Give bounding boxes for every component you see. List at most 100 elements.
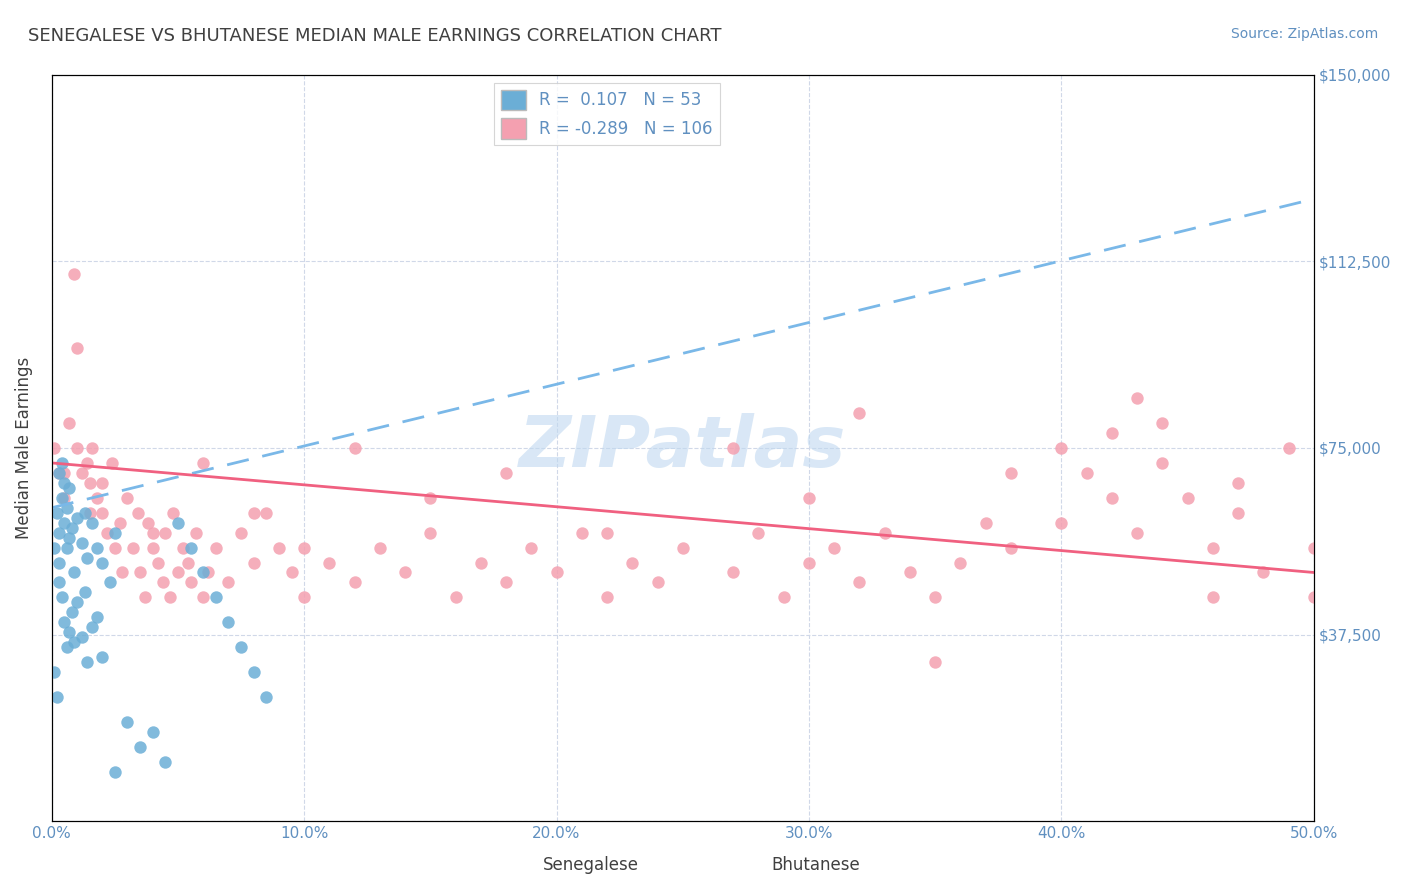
Point (79, 475, 101, 490)
Point (318, 556, 340, 570)
Point (647, 575, 669, 590)
Point (73, 506, 96, 520)
Point (104, 541, 127, 555)
Point (1227, 506, 1250, 520)
Point (672, 541, 695, 555)
Point (797, 556, 820, 570)
Point (76, 456, 98, 470)
Point (44, 541, 66, 555)
Point (924, 591, 946, 605)
Point (419, 525, 441, 540)
Point (621, 556, 644, 570)
Point (70, 630, 93, 644)
Point (48, 466, 70, 480)
Point (51, 456, 73, 470)
Point (63, 635, 86, 649)
Text: ZIPatlas: ZIPatlas (519, 414, 846, 483)
Point (184, 525, 207, 540)
Point (1101, 491, 1123, 505)
Point (53, 516, 76, 530)
Point (217, 615, 239, 630)
Point (82, 620, 104, 634)
Point (98, 575, 121, 590)
Point (60, 605, 83, 619)
Point (91, 556, 114, 570)
Point (91, 475, 114, 490)
Point (229, 525, 252, 540)
Point (242, 506, 264, 520)
Point (1050, 441, 1073, 455)
Point (58, 625, 80, 640)
Point (797, 491, 820, 505)
Point (1126, 525, 1149, 540)
Point (292, 541, 315, 555)
Point (1277, 441, 1299, 455)
Point (108, 516, 131, 530)
Point (127, 506, 149, 520)
Point (104, 764, 127, 779)
Legend: R =  0.107   N = 53, R = -0.289   N = 106: R = 0.107 N = 53, R = -0.289 N = 106 (495, 83, 720, 145)
Point (180, 575, 202, 590)
Point (242, 665, 264, 679)
Point (1227, 475, 1250, 490)
Point (596, 591, 619, 605)
Point (1126, 391, 1149, 405)
Point (48, 575, 70, 590)
Point (45, 506, 67, 520)
Point (848, 575, 870, 590)
Point (45, 690, 67, 704)
Point (53, 475, 76, 490)
Point (470, 556, 492, 570)
Point (76, 550, 98, 565)
Point (82, 516, 104, 530)
Point (155, 755, 177, 769)
Point (58, 531, 80, 545)
Point (101, 456, 124, 470)
Point (1101, 425, 1123, 440)
Point (86, 491, 108, 505)
Point (394, 566, 416, 580)
Point (60, 521, 83, 535)
Point (280, 566, 302, 580)
Point (368, 541, 391, 555)
Text: Bhutanese: Bhutanese (770, 856, 860, 874)
Point (495, 466, 517, 480)
Point (180, 541, 202, 555)
Point (159, 591, 181, 605)
Point (267, 541, 290, 555)
Point (546, 566, 568, 580)
Point (204, 541, 226, 555)
Point (596, 525, 619, 540)
Point (873, 525, 896, 540)
Point (1050, 516, 1073, 530)
Point (419, 491, 441, 505)
Point (571, 525, 593, 540)
Point (63, 267, 86, 281)
Point (48, 525, 70, 540)
Point (58, 416, 80, 430)
Point (162, 506, 184, 520)
Point (1202, 541, 1225, 555)
Point (142, 525, 165, 540)
Point (924, 655, 946, 669)
Point (848, 406, 870, 420)
Point (193, 591, 215, 605)
Point (1202, 591, 1225, 605)
Point (48, 556, 70, 570)
Point (96, 525, 118, 540)
Point (53, 491, 76, 505)
Point (1000, 466, 1022, 480)
Point (444, 591, 467, 605)
Point (76, 655, 98, 669)
Point (193, 566, 215, 580)
Point (1177, 491, 1199, 505)
Point (343, 575, 366, 590)
Point (48, 466, 70, 480)
Point (117, 491, 139, 505)
Point (91, 506, 114, 520)
Point (142, 541, 165, 555)
Point (70, 535, 93, 549)
Point (134, 591, 156, 605)
Point (86, 541, 108, 555)
Point (146, 556, 169, 570)
